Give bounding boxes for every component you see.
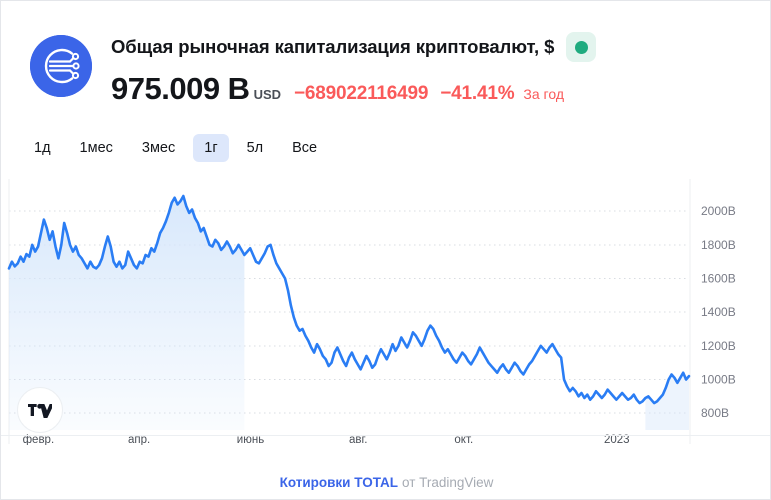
title-row: Общая рыночная капитализация криптовалют… [111,31,597,63]
price-change-percent: −41.41% [440,83,515,104]
status-badge [566,32,597,62]
tab-3m[interactable]: 3мес [141,140,176,156]
y-axis-tick-label: 1000B [701,373,736,387]
price-change-period: За год [523,86,564,102]
widget-footer: Котировки TOTAL от TradingView [1,475,770,490]
tradingview-logo-icon [17,387,63,433]
page-title: Общая рыночная капитализация криптовалют… [111,36,555,57]
y-axis-tick-label: 1600B [701,272,736,286]
price-change-absolute: −689022116499 [294,83,429,104]
tab-5y[interactable]: 5л [246,140,264,156]
x-axis-tick-label: февр. [23,434,55,445]
axis-divider [1,435,770,436]
price-currency: USD [253,87,282,102]
y-axis-tick-label: 1800B [701,238,736,252]
y-axis-tick-label: 800B [701,406,729,420]
x-axis-tick-label: окт. [454,434,473,445]
green-dot-icon [574,40,588,54]
price-value: 975.009 B [111,71,250,106]
tab-1y[interactable]: 1г [193,134,229,162]
x-axis-tick-label: авг. [349,434,368,445]
crypto-total-logo-icon [30,35,92,97]
x-axis-tick-label: июнь [237,434,264,445]
x-axis-tick-label: апр. [128,434,150,445]
tab-1m[interactable]: 1мес [79,140,113,156]
y-axis-tick-label: 1400B [701,305,736,319]
y-axis-tick-label: 1200B [701,339,736,353]
y-axis-tick-label: 2000B [701,204,736,218]
price-row: 975.009 B USD −689022116499 −41.41% За г… [111,71,564,107]
footer-attribution: от TradingView [401,475,494,490]
tab-all[interactable]: Все [292,140,318,156]
widget-header: Общая рыночная капитализация криптовалют… [1,1,770,121]
x-axis-tick-label: 2023 [604,434,630,445]
footer-quotes-link[interactable]: Котировки TOTAL [279,475,398,490]
tab-1d[interactable]: 1д [34,140,51,156]
time-range-tabs: 1д 1мес 3мес 1г 5л Все [23,133,335,163]
chart-area-fill [9,196,245,430]
price-chart[interactable]: 2000B 1800B 1600B 1400B 1200B 1000B 800B февр. а… [1,177,770,445]
chart-line-series [7,194,691,405]
